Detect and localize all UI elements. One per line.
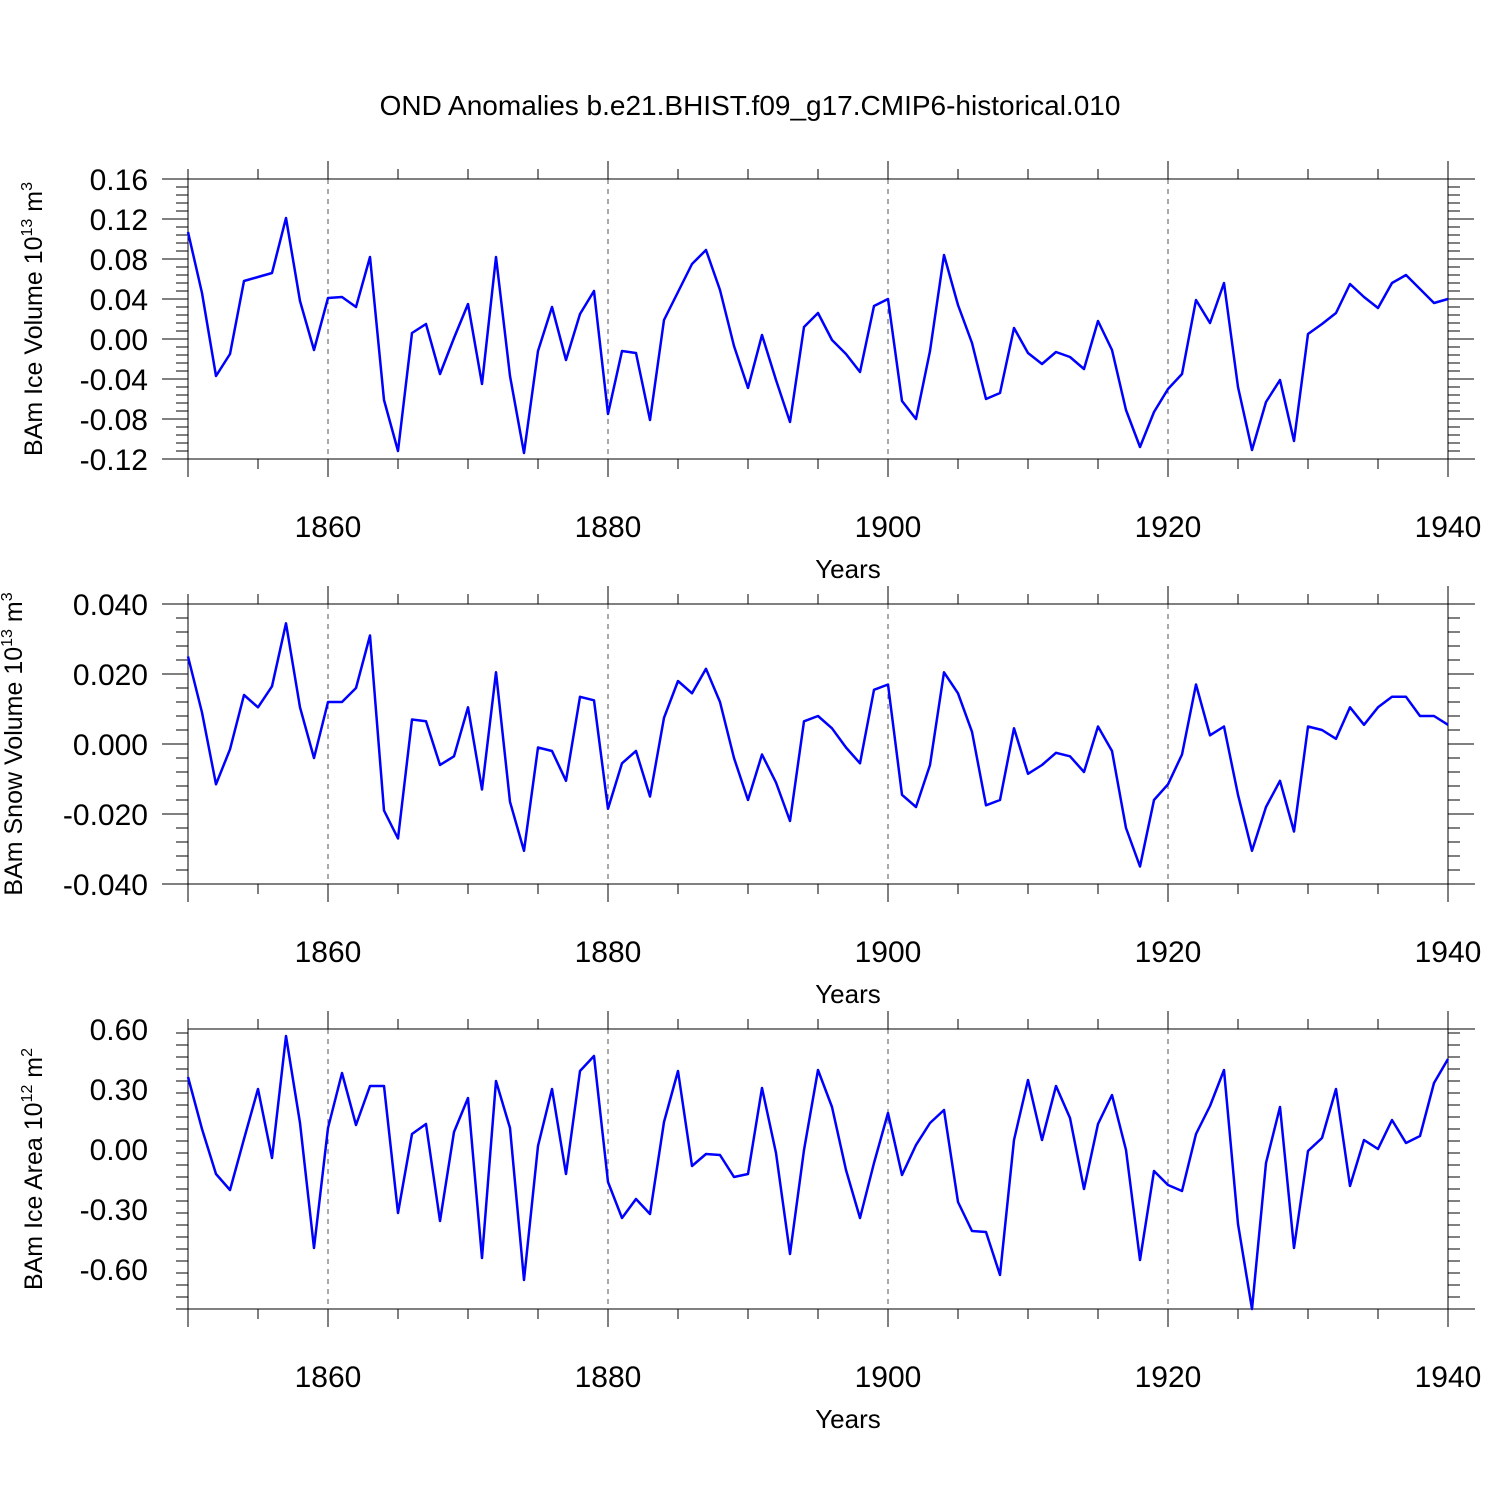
x-tick-label: 1860 [295,936,362,969]
y-tick-label: -0.020 [63,799,148,832]
chart-panel-2: -0.040 -0.020 0.000 0.020 0.040 1860 1880 1900 1… [0,586,1481,1009]
x-tick-label: 1940 [1415,1361,1482,1394]
y-tick-label: 0.08 [90,244,148,277]
y-tick-label: 0.04 [90,284,148,317]
x-tick-label: 1860 [295,511,362,544]
y-tick-label: 0.00 [90,324,148,357]
x-tick-label: 1880 [575,1361,642,1394]
y-tick-label: 0.000 [73,729,148,762]
y-axis-label: BAm Snow Volume 1013 m3 [0,592,28,895]
x-tick-label: 1900 [855,511,922,544]
y-tick-label: -0.040 [63,869,148,902]
figure-title: OND Anomalies b.e21.BHIST.f09_g17.CMIP6-… [380,90,1121,121]
x-axis-label: Years [815,1404,881,1434]
x-tick-label: 1860 [295,1361,362,1394]
chart-panel-3: -0.60 -0.30 0.00 0.30 0.60 1860 1880 1900 1920 19… [19,1011,1481,1434]
y-axis-label: BAm Ice Area 1012 m2 [19,1048,48,1290]
chart-panel-1: -0.12 -0.08 -0.04 0.00 0.04 0.08 0.12 0.16 1860 1… [19,161,1481,584]
y-axis-label: BAm Ice Volume 1013 m3 [19,182,48,456]
x-tick-label: 1880 [575,936,642,969]
y-tick-label: 0.00 [90,1134,148,1167]
y-tick-label: -0.08 [80,404,148,437]
y-tick-label: 0.040 [73,589,148,622]
y-tick-label: -0.30 [80,1194,148,1227]
x-tick-label: 1920 [1135,511,1202,544]
series-line [186,216,1449,455]
y-tick-label: 0.30 [90,1074,148,1107]
series-line [186,622,1449,868]
y-tick-label: -0.12 [80,444,148,477]
x-tick-label: 1920 [1135,936,1202,969]
x-tick-label: 1940 [1415,936,1482,969]
y-tick-label: 0.60 [90,1014,148,1047]
x-tick-label: 1900 [855,936,922,969]
x-tick-label: 1900 [855,1361,922,1394]
y-tick-label: -0.04 [80,364,148,397]
y-tick-label: 0.16 [90,164,148,197]
x-axis-label: Years [815,554,881,584]
x-axis-label: Years [815,979,881,1009]
x-tick-label: 1880 [575,511,642,544]
y-tick-label: 0.020 [73,659,148,692]
series-line [186,1034,1450,1311]
x-tick-label: 1940 [1415,511,1482,544]
y-tick-label: -0.60 [80,1254,148,1287]
x-tick-label: 1920 [1135,1361,1202,1394]
y-tick-label: 0.12 [90,204,148,237]
